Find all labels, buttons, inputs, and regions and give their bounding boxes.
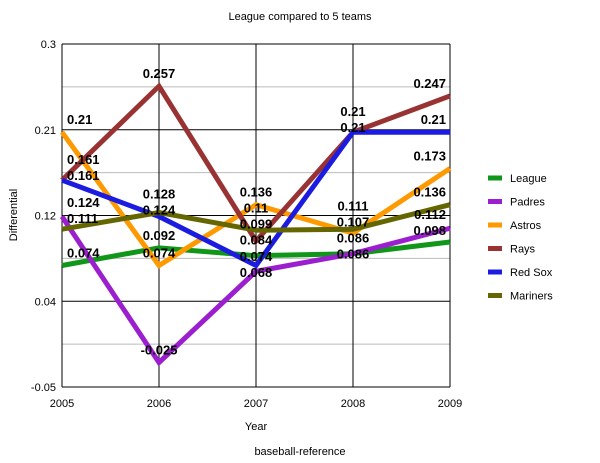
data-label: 0.074 bbox=[143, 245, 176, 260]
legend-entry: Mariners bbox=[510, 291, 553, 303]
x-tick-label: 2006 bbox=[147, 398, 171, 410]
series-line-league bbox=[61, 239, 451, 268]
data-label: 0.107 bbox=[337, 214, 370, 229]
data-label: 0.068 bbox=[240, 265, 273, 280]
y-tick-label: 0.04 bbox=[35, 296, 56, 308]
data-label: 0.111 bbox=[337, 198, 368, 213]
data-label: 0.136 bbox=[413, 185, 446, 200]
legend-entry: League bbox=[510, 173, 547, 185]
data-label: 0.136 bbox=[240, 185, 273, 200]
data-label: 0.111 bbox=[67, 211, 98, 226]
data-label: 0.247 bbox=[413, 76, 446, 91]
data-label: 0.074 bbox=[240, 249, 273, 264]
data-label: -0.025 bbox=[141, 343, 178, 358]
data-label: 0.161 bbox=[67, 168, 100, 183]
y-tick-label: -0.05 bbox=[31, 382, 56, 394]
data-label: 0.086 bbox=[337, 246, 370, 261]
series-line-padres bbox=[59, 215, 451, 367]
data-label: 0.21 bbox=[67, 112, 92, 127]
data-label: 0.074 bbox=[67, 245, 100, 260]
series-line-red-sox bbox=[61, 129, 450, 269]
x-tick-label: 2009 bbox=[438, 398, 462, 410]
data-label: 0.092 bbox=[143, 228, 176, 243]
data-label: 0.21 bbox=[421, 112, 446, 127]
series-line-mariners bbox=[61, 202, 451, 233]
data-label: 0.21 bbox=[340, 120, 365, 135]
data-label: 0.173 bbox=[413, 148, 446, 163]
x-axis-label: Year bbox=[245, 421, 268, 433]
series-line-rays bbox=[60, 82, 451, 246]
legend-entry: Astros bbox=[510, 220, 542, 232]
legend-entry: Rays bbox=[510, 244, 536, 256]
y-tick-label: 0.12 bbox=[35, 211, 56, 223]
chart-title: League compared to 5 teams bbox=[228, 11, 372, 23]
legend-entry: Padres bbox=[510, 197, 545, 209]
y-tick-label: 0.21 bbox=[35, 125, 56, 137]
source-label: baseball-reference bbox=[254, 446, 345, 458]
x-tick-label: 2008 bbox=[341, 398, 365, 410]
data-label: 0.128 bbox=[143, 187, 176, 202]
data-label: 0.257 bbox=[143, 66, 176, 81]
y-axis-label: Differential bbox=[8, 189, 20, 241]
data-label: 0.098 bbox=[413, 223, 446, 238]
x-tick-label: 2007 bbox=[244, 398, 268, 410]
data-label: 0.086 bbox=[337, 230, 370, 245]
data-label: 0.161 bbox=[67, 152, 100, 167]
data-label: 0.112 bbox=[414, 207, 446, 222]
data-label: 0.11 bbox=[244, 201, 269, 216]
data-label: 0.084 bbox=[240, 233, 273, 248]
legend-entry: Red Sox bbox=[510, 267, 553, 279]
data-label: 0.124 bbox=[143, 203, 176, 218]
data-label: 0.124 bbox=[67, 195, 100, 210]
data-label: 0.099 bbox=[240, 217, 273, 232]
series-line-astros bbox=[59, 130, 452, 269]
data-label: 0.21 bbox=[340, 104, 365, 119]
x-tick-label: 2005 bbox=[50, 398, 74, 410]
y-tick-label: 0.3 bbox=[41, 39, 56, 51]
